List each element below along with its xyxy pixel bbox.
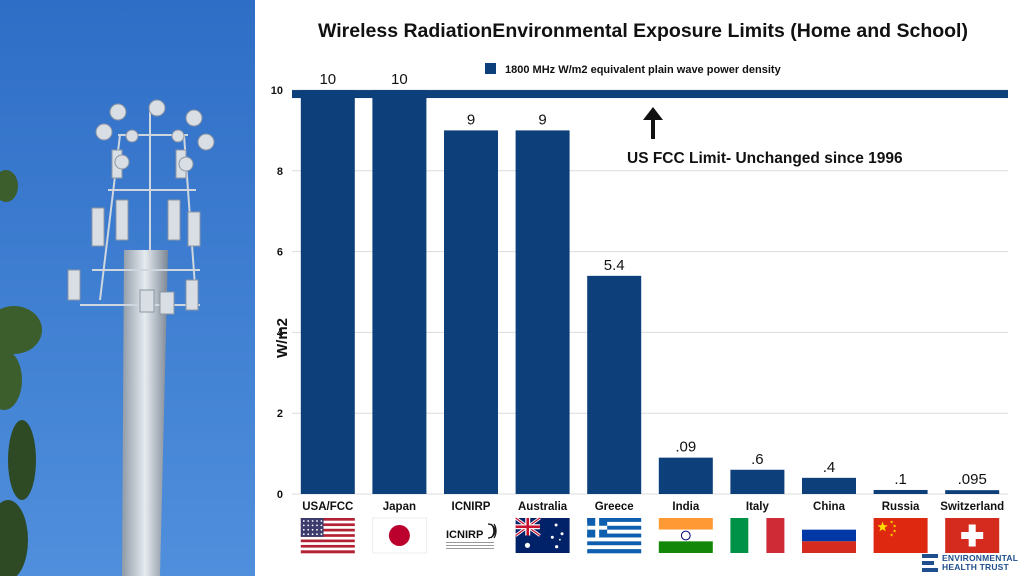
- x-tick-label: Australia: [518, 501, 568, 513]
- bar: [300, 90, 355, 494]
- brand-logo: ENVIRONMENTAL HEALTH TRUST: [922, 553, 1022, 573]
- russia-flag: [802, 518, 856, 553]
- brand-line-1: ENVIRONMENTAL: [942, 553, 1019, 563]
- bar: [515, 130, 570, 494]
- bar: [730, 469, 785, 494]
- y-axis-ticks: 0 2 4 6 8 10: [271, 85, 284, 501]
- bar: [945, 490, 1000, 494]
- bar: [587, 275, 642, 494]
- y-tick-label: 0: [277, 489, 283, 501]
- bar: [444, 130, 498, 494]
- italy-flag: [730, 518, 785, 553]
- switzerland-flag: [945, 518, 1000, 553]
- data-label: .4: [823, 459, 836, 476]
- chart-title: Wireless RadiationEnvironmental Exposure…: [318, 20, 968, 42]
- bar: [802, 477, 856, 494]
- fcc-annotation: US FCC Limit- Unchanged since 1996: [627, 107, 903, 167]
- tree-foliage: [0, 170, 42, 576]
- bar: [873, 489, 928, 494]
- fcc-limit-line: [292, 90, 1008, 99]
- data-label: 10: [391, 71, 408, 88]
- brand-line-2: HEALTH TRUST: [942, 562, 1009, 572]
- data-label: 9: [467, 111, 475, 128]
- china-flag: [873, 518, 928, 553]
- australia-flag: [514, 516, 570, 553]
- tower-pole: [122, 250, 168, 576]
- bars: [300, 90, 1000, 494]
- y-tick-label: 2: [277, 408, 283, 420]
- y-tick-label: 10: [271, 85, 283, 97]
- x-tick-label: ICNIRP: [452, 501, 491, 513]
- y-tick-label: 6: [277, 247, 283, 259]
- legend-label: 1800 MHz W/m2 equivalent plain wave powe…: [505, 64, 782, 76]
- x-tick-label: China: [813, 501, 846, 513]
- reference-line: [292, 90, 1008, 99]
- fcc-annotation-text: US FCC Limit- Unchanged since 1996: [627, 150, 903, 167]
- data-label: .1: [894, 471, 907, 488]
- cell-tower-photo: [0, 0, 255, 576]
- icnirp-logo-text: ICNIRP: [446, 529, 483, 541]
- x-tick-label: Switzerland: [940, 501, 1004, 513]
- x-tick-label: Russia: [882, 501, 920, 513]
- x-tick-label: USA/FCC: [302, 501, 353, 513]
- up-arrow-icon: [643, 107, 663, 139]
- bar: [372, 90, 427, 494]
- ehtrust-logo-icon: [922, 554, 938, 572]
- x-tick-label: India: [672, 501, 699, 513]
- y-tick-label: 4: [277, 327, 284, 339]
- data-label: 10: [319, 71, 336, 88]
- x-tick-label: Japan: [383, 501, 416, 513]
- tower-antennas: [67, 99, 215, 315]
- legend: 1800 MHz W/m2 equivalent plain wave powe…: [485, 63, 782, 76]
- x-axis-labels: USA/FCC Japan ICNIRP Australia Greece India It…: [302, 501, 1004, 513]
- data-label: 5.4: [604, 257, 625, 274]
- legend-swatch: [485, 63, 496, 74]
- x-tick-label: Greece: [595, 501, 634, 513]
- data-label: .09: [675, 439, 696, 456]
- bar: [658, 457, 713, 494]
- india-flag: [658, 518, 713, 553]
- y-tick-label: 8: [277, 166, 283, 178]
- country-flags: ICNIRP: [300, 516, 1000, 554]
- data-label: .6: [751, 451, 764, 468]
- data-labels: 10 10 9 9 5.4 .09 .6 .4 .1 .095: [319, 71, 986, 488]
- data-label: 9: [538, 111, 546, 128]
- x-tick-label: Italy: [746, 501, 770, 513]
- y-axis-label: W/m2: [274, 318, 291, 358]
- icnirp-logo: ICNIRP: [444, 518, 498, 553]
- usa-flag: [300, 518, 355, 554]
- data-label: .095: [958, 471, 987, 488]
- japan-flag: [372, 517, 427, 554]
- greece-flag: [587, 518, 642, 554]
